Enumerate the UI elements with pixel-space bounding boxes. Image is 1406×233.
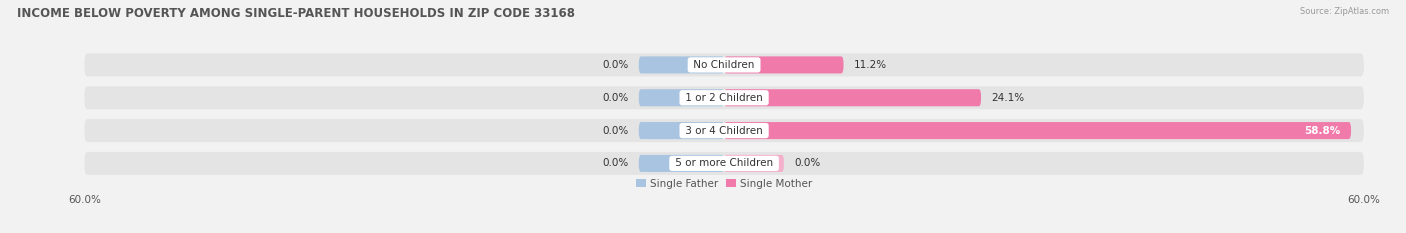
Text: 0.0%: 0.0% bbox=[602, 93, 628, 103]
Legend: Single Father, Single Mother: Single Father, Single Mother bbox=[631, 175, 817, 193]
Text: 11.2%: 11.2% bbox=[855, 60, 887, 70]
FancyBboxPatch shape bbox=[638, 155, 724, 172]
FancyBboxPatch shape bbox=[84, 152, 1364, 175]
FancyBboxPatch shape bbox=[724, 122, 1351, 139]
FancyBboxPatch shape bbox=[638, 56, 724, 73]
Text: 5 or more Children: 5 or more Children bbox=[672, 158, 776, 168]
Text: Source: ZipAtlas.com: Source: ZipAtlas.com bbox=[1301, 7, 1389, 16]
Text: No Children: No Children bbox=[690, 60, 758, 70]
Text: 0.0%: 0.0% bbox=[602, 60, 628, 70]
Text: 58.8%: 58.8% bbox=[1305, 126, 1340, 136]
Text: INCOME BELOW POVERTY AMONG SINGLE-PARENT HOUSEHOLDS IN ZIP CODE 33168: INCOME BELOW POVERTY AMONG SINGLE-PARENT… bbox=[17, 7, 575, 20]
FancyBboxPatch shape bbox=[638, 89, 724, 106]
FancyBboxPatch shape bbox=[724, 89, 981, 106]
FancyBboxPatch shape bbox=[84, 53, 1364, 76]
Text: 0.0%: 0.0% bbox=[602, 158, 628, 168]
Text: 24.1%: 24.1% bbox=[991, 93, 1025, 103]
FancyBboxPatch shape bbox=[84, 86, 1364, 109]
Text: 0.0%: 0.0% bbox=[602, 126, 628, 136]
FancyBboxPatch shape bbox=[84, 119, 1364, 142]
Text: 1 or 2 Children: 1 or 2 Children bbox=[682, 93, 766, 103]
FancyBboxPatch shape bbox=[724, 155, 783, 172]
Text: 0.0%: 0.0% bbox=[794, 158, 821, 168]
FancyBboxPatch shape bbox=[638, 122, 724, 139]
FancyBboxPatch shape bbox=[724, 56, 844, 73]
Text: 3 or 4 Children: 3 or 4 Children bbox=[682, 126, 766, 136]
